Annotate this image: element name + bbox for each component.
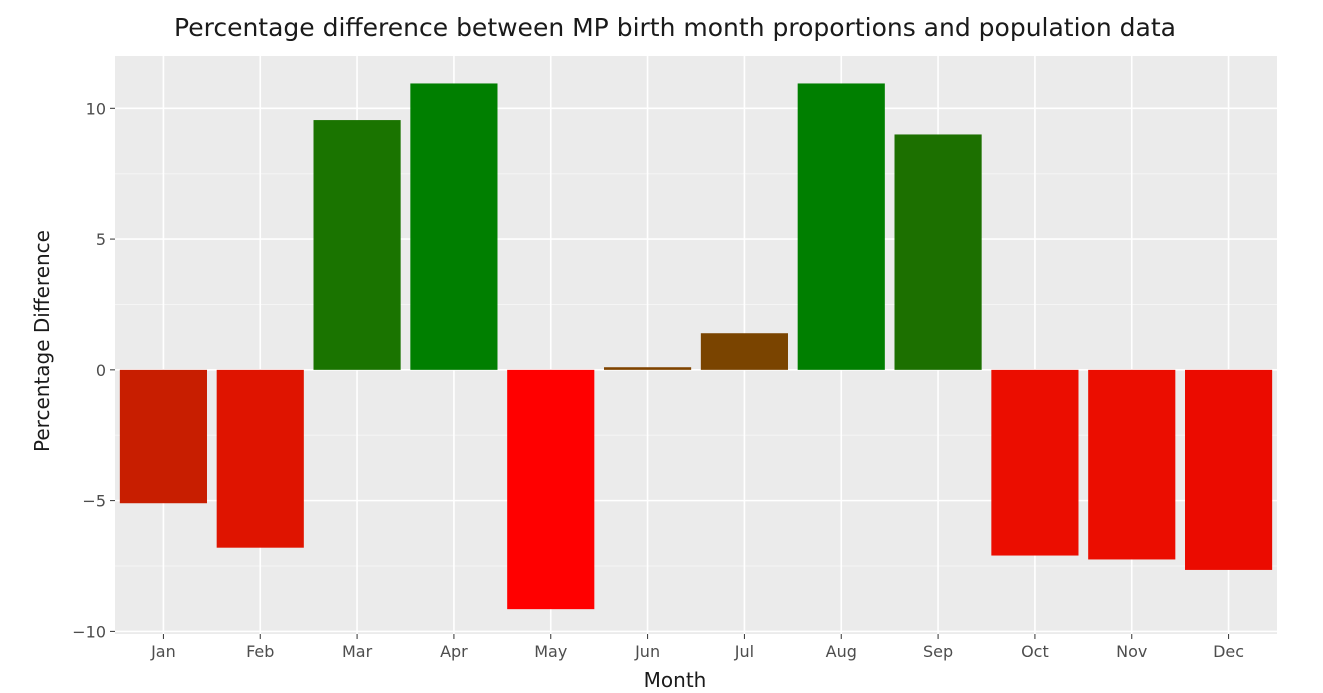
x-tick-label: Aug bbox=[826, 642, 857, 661]
bar-oct bbox=[991, 369, 1079, 556]
bar-nov bbox=[1088, 369, 1176, 560]
x-tick-label: Jun bbox=[634, 642, 660, 661]
bar-aug bbox=[797, 83, 885, 370]
bar-may bbox=[507, 369, 595, 610]
y-axis-title: Percentage Difference bbox=[30, 230, 54, 452]
y-tick-label: 10 bbox=[86, 99, 106, 118]
bar-mar bbox=[313, 120, 401, 370]
x-axis: Jan Feb Mar Apr May Jun Jul Aug Sep Oct Nov Dec bbox=[150, 634, 1244, 661]
y-tick-label: 5 bbox=[96, 230, 106, 249]
minor-gridlines bbox=[115, 173, 1277, 567]
x-tick-label: Jul bbox=[734, 642, 754, 661]
bars-group bbox=[119, 83, 1273, 610]
chart-title: Percentage difference between MP birth m… bbox=[174, 13, 1176, 42]
bar-jan bbox=[119, 369, 207, 504]
bar-dec bbox=[1185, 369, 1273, 570]
x-tick-label: Apr bbox=[440, 642, 468, 661]
y-tick-label: −5 bbox=[82, 492, 106, 511]
bar-feb bbox=[216, 369, 304, 548]
bar-jul bbox=[700, 333, 788, 370]
y-axis: −10 −5 0 5 10 bbox=[72, 99, 115, 641]
y-tick-label: 0 bbox=[96, 361, 106, 380]
y-tick-label: −10 bbox=[72, 622, 106, 641]
x-tick-label: Oct bbox=[1021, 642, 1049, 661]
x-tick-label: May bbox=[534, 642, 567, 661]
x-tick-label: Nov bbox=[1116, 642, 1147, 661]
x-tick-label: Sep bbox=[923, 642, 953, 661]
x-tick-label: Dec bbox=[1213, 642, 1244, 661]
x-tick-label: Jan bbox=[150, 642, 176, 661]
x-tick-label: Feb bbox=[246, 642, 274, 661]
bar-jun bbox=[604, 367, 692, 370]
plot-panel bbox=[115, 56, 1277, 634]
bar-sep bbox=[894, 134, 982, 370]
x-tick-label: Mar bbox=[342, 642, 373, 661]
x-axis-title: Month bbox=[644, 668, 707, 692]
bar-apr bbox=[410, 83, 498, 370]
